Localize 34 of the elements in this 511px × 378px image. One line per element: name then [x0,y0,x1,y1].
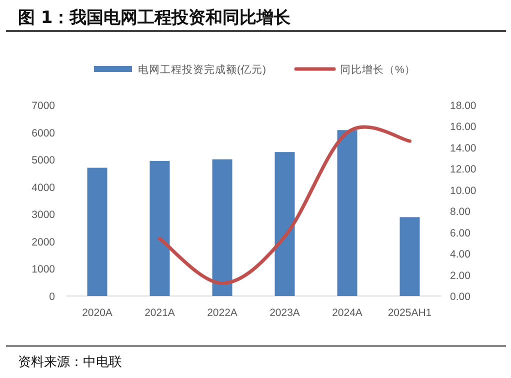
y-tick-label: 5000 [32,154,56,167]
y-tick-label: 4000 [32,182,56,194]
x-tick-label: 2022A [207,307,238,319]
x-tick-label: 2021A [144,307,175,319]
bar [400,217,420,296]
x-tick-label: 2023A [270,307,300,319]
legend-label: 电网工程投资完成额(亿元) [138,63,266,76]
y2-tick-label: 0.00 [450,291,471,303]
y-tick-label: 2000 [32,236,56,248]
chart-title: 图 1：我国电网工程投资和同比增长 [18,8,292,28]
bar [337,130,358,296]
y2-tick-label: 14.00 [450,142,476,154]
y-tick-label: 0 [49,291,56,303]
y2-tick-label: 12.00 [450,164,476,176]
y2-tick-label: 10.00 [450,184,476,197]
bar [150,160,170,296]
y-tick-label: 1000 [32,264,56,276]
x-tick-label: 2025AH1 [388,307,432,319]
y2-tick-label: 2.00 [450,270,471,282]
y2-tick-label: 8.00 [450,206,471,218]
x-tick-label: 2020A [82,307,112,319]
legend-label: 同比增长（%） [340,63,416,76]
y2-tick-label: 18.00 [450,100,476,112]
y2-tick-label: 6.00 [450,227,471,240]
x-tick-label: 2024A [332,307,362,319]
bar [87,168,108,296]
text: 资料来源：中电联 [18,354,122,369]
bar [212,159,232,296]
y-tick-label: 6000 [32,127,56,140]
y-tick-label: 3000 [32,209,56,222]
y2-tick-label: 4.00 [450,248,471,261]
y-tick-label: 7000 [32,100,56,112]
bar [274,152,295,296]
y2-tick-label: 16.00 [450,121,476,134]
